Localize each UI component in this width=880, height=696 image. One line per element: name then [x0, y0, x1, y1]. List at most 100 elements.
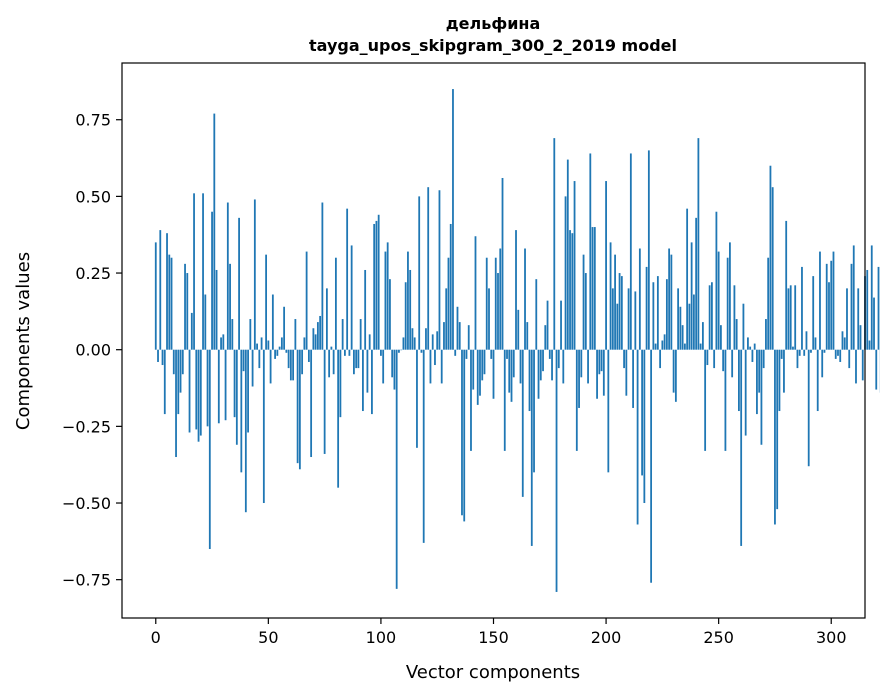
- bar-50: [267, 340, 270, 350]
- bar-301: [832, 251, 835, 350]
- bar-174: [546, 300, 549, 350]
- bar-78: [330, 346, 333, 350]
- bar-318: [870, 245, 873, 350]
- bar-0: [154, 242, 157, 350]
- bar-87: [350, 245, 353, 350]
- bar-109: [400, 349, 403, 351]
- bar-51: [269, 349, 272, 384]
- bar-312: [857, 288, 860, 350]
- bar-26: [213, 113, 216, 350]
- bar-52: [271, 294, 274, 350]
- bar-224: [659, 349, 662, 369]
- chart-title: дельфина: [446, 14, 541, 33]
- bar-227: [665, 279, 668, 350]
- bar-22: [204, 294, 207, 350]
- bar-49: [265, 254, 267, 350]
- bar-200: [605, 181, 607, 350]
- bar-110: [402, 337, 405, 350]
- bar-58: [285, 349, 288, 353]
- bar-278: [780, 349, 783, 359]
- bar-310: [852, 245, 855, 350]
- bar-203: [611, 288, 614, 350]
- bar-68: [307, 349, 310, 362]
- bar-213: [634, 291, 637, 350]
- y-tick-label: 0.25: [75, 264, 111, 283]
- bar-265: [751, 349, 754, 362]
- bar-84: [344, 349, 346, 356]
- bar-185: [571, 233, 574, 350]
- bar-314: [861, 349, 864, 381]
- bar-212: [632, 349, 634, 408]
- bar-262: [744, 349, 747, 436]
- bar-111: [404, 282, 407, 350]
- bar-190: [582, 254, 585, 350]
- bar-175: [548, 349, 551, 359]
- bar-259: [738, 349, 740, 412]
- bar-302: [834, 349, 837, 359]
- bar-20: [199, 349, 202, 436]
- bar-32: [226, 202, 229, 350]
- bar-67: [305, 251, 308, 350]
- bar-220: [650, 349, 653, 583]
- bar-43: [251, 349, 254, 387]
- bar-132: [452, 89, 454, 350]
- bar-100: [380, 349, 382, 356]
- bar-320: [875, 349, 878, 390]
- y-tick-label: −0.50: [62, 494, 111, 513]
- bar-57: [283, 306, 286, 350]
- bar-246: [708, 285, 711, 350]
- bar-299: [828, 282, 830, 350]
- bar-244: [704, 349, 707, 451]
- bar-222: [654, 343, 657, 350]
- bar-238: [690, 242, 693, 350]
- bar-297: [823, 349, 826, 353]
- bar-85: [346, 208, 349, 350]
- bar-263: [747, 337, 749, 350]
- bar-229: [670, 254, 673, 350]
- x-tick-label: 300: [816, 628, 847, 647]
- bar-106: [393, 349, 396, 390]
- bar-131: [449, 223, 452, 350]
- bar-215: [638, 248, 641, 350]
- bar-209: [625, 349, 628, 396]
- bar-286: [798, 349, 801, 356]
- bar-15: [188, 349, 191, 433]
- bar-247: [711, 282, 713, 350]
- bar-141: [472, 349, 475, 390]
- bar-170: [537, 349, 540, 399]
- x-tick-label: 100: [366, 628, 397, 647]
- bar-59: [287, 349, 290, 369]
- bar-146: [483, 349, 486, 375]
- bar-72: [316, 322, 319, 350]
- bar-11: [179, 349, 182, 393]
- bar-159: [512, 349, 515, 378]
- bar-183: [566, 159, 569, 350]
- bar-249: [715, 211, 718, 350]
- bar-74: [321, 202, 324, 350]
- bar-261: [742, 303, 745, 350]
- bar-177: [553, 138, 556, 350]
- bar-98: [375, 220, 378, 350]
- bar-254: [726, 257, 729, 350]
- bar-284: [794, 285, 797, 350]
- bar-168: [533, 349, 535, 473]
- bar-33: [229, 263, 231, 350]
- bar-280: [785, 220, 788, 350]
- bar-267: [756, 349, 758, 415]
- bar-211: [629, 153, 632, 350]
- bar-233: [679, 306, 682, 350]
- bar-231: [674, 349, 677, 402]
- bar-115: [413, 337, 416, 350]
- bar-45: [256, 343, 258, 350]
- bar-62: [294, 319, 297, 350]
- bars-group: [154, 89, 880, 592]
- bar-105: [391, 349, 394, 378]
- bar-313: [859, 325, 862, 350]
- bar-129: [445, 288, 448, 350]
- bar-179: [557, 349, 560, 369]
- bar-152: [497, 273, 499, 350]
- bar-29: [220, 337, 222, 350]
- bar-60: [289, 349, 292, 381]
- bar-16: [190, 312, 193, 350]
- bar-199: [602, 349, 605, 396]
